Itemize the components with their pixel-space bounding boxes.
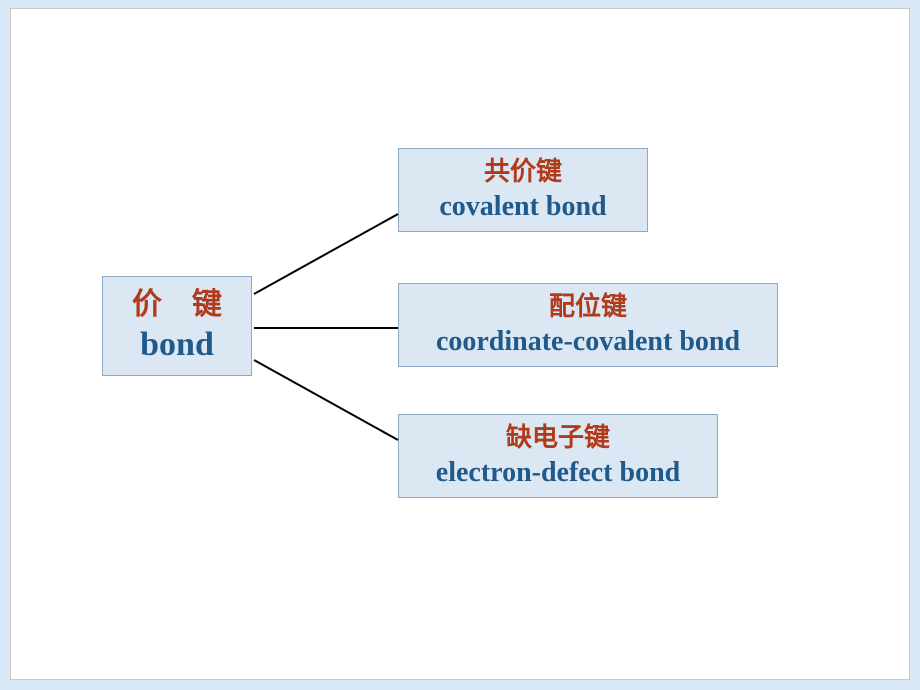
root-node: 价 键 bond <box>102 276 252 376</box>
root-en-label: bond <box>140 324 214 367</box>
child-node: 共价键 covalent bond <box>398 148 648 232</box>
child-cn-label: 缺电子键 <box>506 422 610 455</box>
child-cn-label: 共价键 <box>484 156 562 189</box>
child-en-label: electron-defect bond <box>436 455 680 490</box>
child-en-label: coordinate-covalent bond <box>436 324 740 359</box>
child-node: 配位键 coordinate-covalent bond <box>398 283 778 367</box>
child-cn-label: 配位键 <box>549 291 627 324</box>
child-node: 缺电子键 electron-defect bond <box>398 414 718 498</box>
child-en-label: covalent bond <box>439 189 606 224</box>
root-cn-label: 价 键 <box>132 286 222 324</box>
